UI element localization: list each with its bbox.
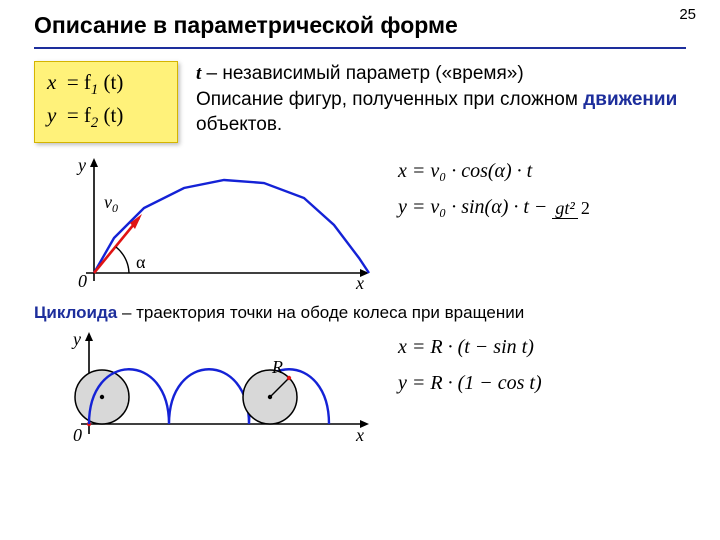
fx-var-x: x [47,70,56,94]
fx-txt: = f [62,70,91,94]
R-label: R [271,357,283,377]
desc-l2b: объектов. [196,114,282,135]
desc-motion: движении [583,89,677,110]
y-axis-arrow-icon-2 [85,332,93,341]
formula-line-2: y = f2 (t) [47,101,165,134]
eq1-line2: y = v₀ · sin(α) · t − gt²2 [398,189,593,225]
description-block: t – независимый параметр («время») Описа… [196,61,686,138]
fy-var-y: y [47,103,56,127]
trajectory-plot: y x 0 v0 α [34,153,374,293]
wheel-2-rim-dot-icon [287,376,291,380]
fy-suf: (t) [98,103,123,127]
eq1-line1: x = v₀ · cos(α) · t [398,153,593,189]
desc-l2a: Описание фигур, полученных при сложном [196,89,583,110]
fy-txt: = f [62,103,91,127]
page-title: Описание в параметрической форме [34,12,686,39]
desc-line-2: Описание фигур, полученных при сложном д… [196,87,686,138]
v0-vector [94,218,139,273]
cycloid-rest: – траектория точки на ободе колеса при в… [117,303,524,322]
title-rule [34,47,686,49]
eq2-line1: x = R · (t − sin t) [398,329,542,365]
projectile-equations: x = v₀ · cos(α) · t y = v₀ · sin(α) · t … [398,153,593,225]
cycloid-caption: Циклоида – траектория точки на ободе кол… [34,303,686,323]
parametric-formula-box: x = f1 (t) y = f2 (t) [34,61,178,143]
y-label-2: y [71,329,81,349]
wheel-1-center-dot-icon [100,395,104,399]
y-axis-arrow-icon [90,158,98,167]
eq2-line2: y = R · (1 − cos t) [398,365,542,401]
cycloid-lead: Циклоида [34,303,117,322]
alpha-label: α [136,252,146,272]
origin-label-2: 0 [73,425,82,445]
alpha-arc [116,247,129,273]
formula-line-1: x = f1 (t) [47,68,165,101]
v0-label: v0 [104,192,118,215]
x-label-2: x [355,425,364,445]
cycloid-plot: y x 0 R [34,329,374,449]
desc-line-1: t – независимый параметр («время») [196,61,686,87]
origin-label: 0 [78,271,87,291]
desc-l1: – независимый параметр («время») [201,63,523,84]
fx-suf: (t) [98,70,123,94]
x-label: x [355,273,364,293]
y-label: y [76,155,86,175]
slide-number: 25 [679,6,696,23]
cycloid-equations: x = R · (t − sin t) y = R · (1 − cos t) [398,329,542,401]
